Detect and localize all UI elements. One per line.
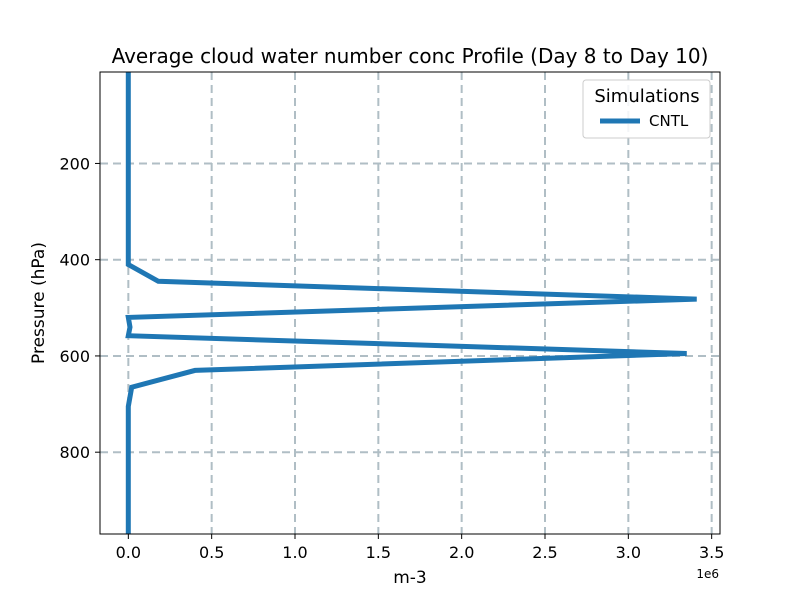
plot-frame — [99, 71, 721, 535]
legend: Simulations CNTL — [582, 79, 711, 139]
x-tick-label: 3.0 — [616, 543, 641, 562]
y-tick-label: 400 — [59, 251, 90, 270]
y-tick-label: 800 — [59, 443, 90, 462]
x-tick-label: 1.0 — [282, 543, 307, 562]
x-axis-label: m-3 — [393, 568, 427, 588]
y-axis: 200 400 600 800 — [59, 154, 100, 462]
legend-title: Simulations — [594, 86, 699, 107]
x-tick-label: 2.5 — [532, 543, 557, 562]
x-tick-label: 3.5 — [699, 543, 724, 562]
x-tick-label: 2.0 — [449, 543, 474, 562]
x-tick-label: 1.5 — [366, 543, 391, 562]
x-axis: 0.0 0.5 1.0 1.5 2.0 2.5 3.0 3.5 — [116, 534, 724, 562]
y-axis-label: Pressure (hPa) — [29, 242, 49, 364]
series-line-cntl — [125, 72, 697, 534]
legend-entry-cntl: CNTL — [649, 112, 689, 130]
x-tick-label: 0.0 — [116, 543, 141, 562]
x-tick-label: 0.5 — [199, 543, 224, 562]
chart-title: Average cloud water number conc Profile … — [112, 44, 709, 68]
y-tick-label: 600 — [59, 347, 90, 366]
y-tick-label: 200 — [59, 154, 90, 173]
series-layer — [125, 72, 697, 534]
x-axis-offset-text: 1e6 — [696, 567, 719, 581]
